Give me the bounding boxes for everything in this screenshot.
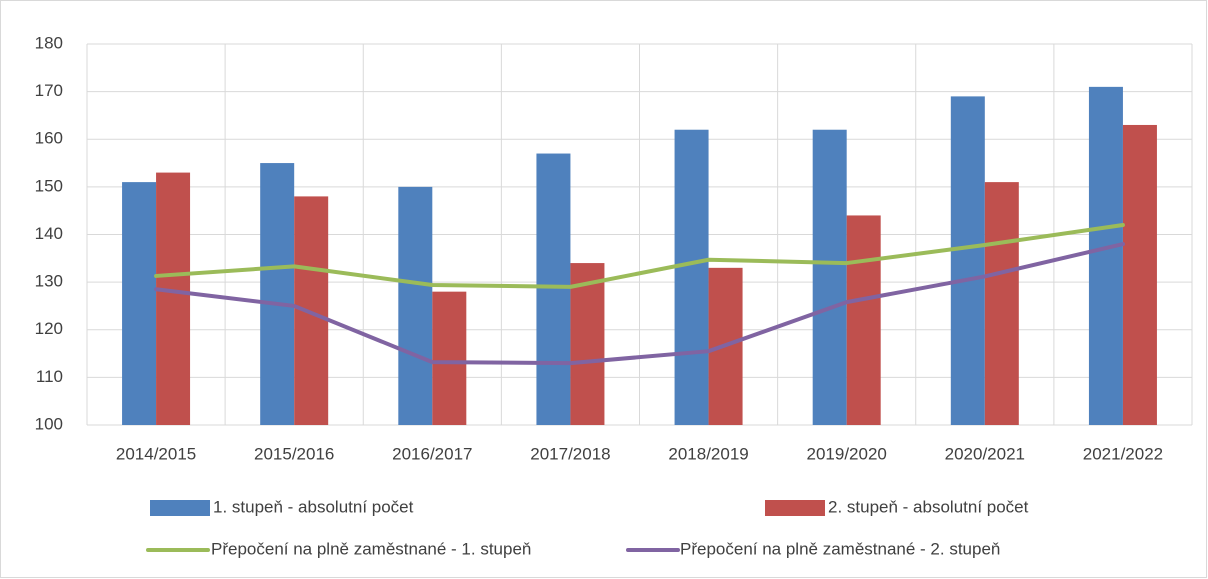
bar [122,182,157,425]
legend-label: 1. stupeň - absolutní počet [213,497,414,516]
bar [260,163,295,425]
bar [1088,86,1123,426]
bar [398,186,433,425]
legend-swatch [765,500,825,516]
x-tick-label: 2014/2015 [116,444,196,463]
bar [156,172,191,425]
y-tick-label: 170 [35,81,63,100]
y-tick-label: 100 [35,414,63,433]
bar [984,182,1019,425]
y-tick-label: 180 [35,33,63,52]
bar [1122,124,1157,426]
bar [674,129,709,425]
legend-label: 2. stupeň - absolutní počet [828,497,1029,516]
legend-label: Přepočení na plně zaměstnané - 1. stupeň [211,539,531,558]
y-tick-label: 140 [35,224,63,243]
line-series [154,222,1125,289]
x-tick-label: 2017/2018 [530,444,610,463]
bar [846,215,881,425]
bar [536,153,571,425]
x-tick-label: 2015/2016 [254,444,334,463]
x-tick-label: 2019/2020 [807,444,887,463]
x-tick-label: 2018/2019 [668,444,748,463]
legend-swatch [150,500,210,516]
y-tick-label: 150 [35,176,63,195]
y-tick-label: 160 [35,129,63,148]
y-tick-label: 120 [35,319,63,338]
bar [570,263,605,425]
x-tick-label: 2020/2021 [945,444,1025,463]
x-tick-label: 2021/2022 [1083,444,1163,463]
bar [432,291,467,425]
bar [950,96,985,425]
y-tick-label: 130 [35,272,63,291]
x-tick-label: 2016/2017 [392,444,472,463]
y-tick-label: 110 [36,367,63,386]
legend-label: Přepočení na plně zaměstnané - 2. stupeň [680,539,1000,558]
bar [812,129,847,425]
line-series [154,242,1125,366]
